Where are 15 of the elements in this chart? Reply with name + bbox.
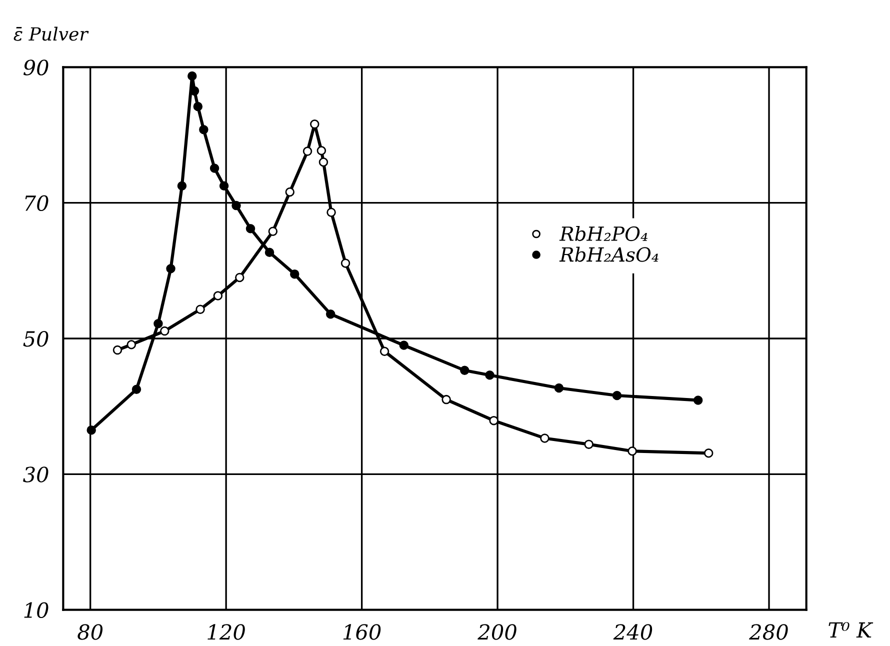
x-tick-label: 200 (478, 624, 516, 640)
x-tick-label: 240 (613, 624, 652, 640)
y-tick-label: 10 (24, 602, 48, 618)
y-tick-label: 50 (23, 330, 48, 347)
legend-label: RbH₂AsO₄ (559, 246, 658, 262)
x-axis-title: T⁰ K (828, 622, 874, 638)
legend-label: RbH₂PO₄ (559, 226, 648, 242)
y-axis-title: ε̄ Pulver (14, 26, 89, 41)
x-tick-label: 280 (749, 624, 788, 640)
y-tick-label: 70 (25, 195, 48, 212)
x-tick-label: 80 (78, 624, 103, 640)
x-tick-label: 120 (208, 624, 245, 640)
y-tick-label: 30 (23, 466, 48, 482)
x-tick-label: 160 (343, 624, 381, 640)
y-tick-label: 90 (23, 60, 48, 76)
